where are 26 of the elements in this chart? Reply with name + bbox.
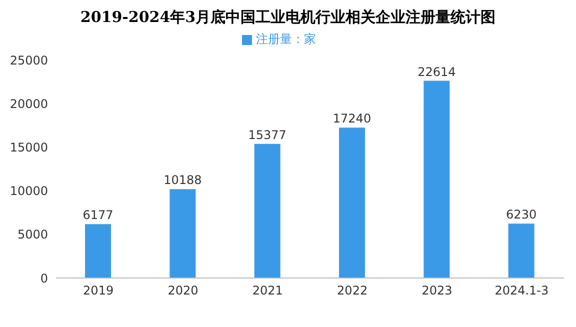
x-tick-label: 2019 [83, 284, 114, 298]
chart-title: 2019-2024年3月底中国工业电机行业相关企业注册量统计图 [79, 7, 497, 27]
x-tick-label: 2023 [422, 284, 452, 298]
x-tick-label: 2020 [168, 284, 198, 298]
data-label: 10188 [164, 173, 202, 188]
bar [254, 144, 280, 278]
x-tick-label: 2022 [337, 284, 368, 298]
data-label: 22614 [418, 64, 456, 79]
data-label: 15377 [248, 128, 286, 142]
x-tick-label: 2024.1-3 [494, 284, 549, 298]
bar [508, 224, 534, 278]
bar [424, 80, 450, 278]
y-tick-label: 20000 [10, 96, 48, 111]
bar [170, 189, 196, 278]
bar [85, 224, 111, 278]
x-tick-label: 2021 [252, 284, 283, 298]
legend-label: 注册量：家 [256, 32, 316, 46]
y-tick-label: 15000 [10, 140, 48, 154]
y-tick-label: 25000 [10, 53, 48, 68]
y-tick-label: 10000 [10, 184, 48, 198]
y-tick-label: 0 [40, 271, 48, 286]
data-label: 6230 [506, 208, 537, 222]
bar [339, 128, 365, 278]
data-label: 17240 [332, 112, 372, 126]
data-label: 6177 [82, 208, 114, 222]
y-tick-label: 5000 [17, 228, 48, 242]
